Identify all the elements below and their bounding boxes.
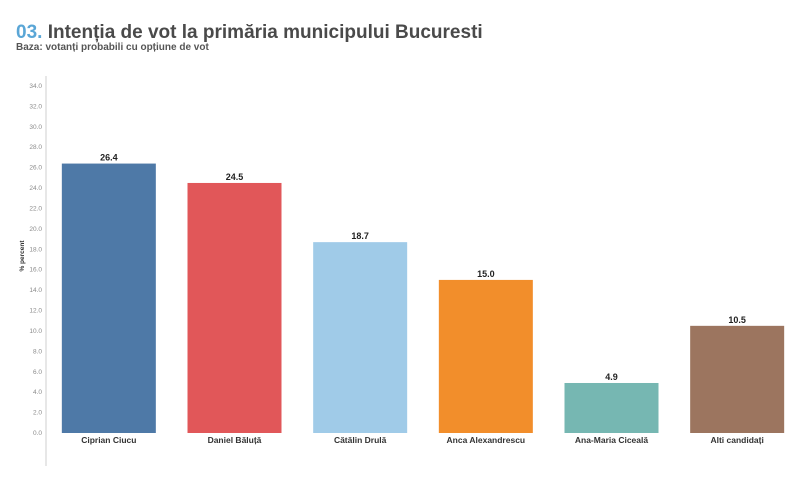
- chart-title-text: Intenția de vot la primăria municipului …: [47, 22, 483, 43]
- x-category-label: Daniel Băluță: [208, 435, 262, 445]
- y-tick-label: 14.0: [29, 287, 42, 294]
- bar-value-label: 4.9: [605, 372, 618, 382]
- y-tick-label: 30.0: [29, 124, 42, 131]
- x-category-label: Anca Alexandrescu: [447, 435, 526, 445]
- y-tick-label: 34.0: [29, 83, 42, 90]
- x-category-label: Ciprian Ciucu: [81, 435, 136, 445]
- bar-value-label: 24.5: [226, 172, 244, 182]
- bar: [187, 182, 282, 433]
- y-axis-label: % percent: [19, 240, 26, 272]
- y-tick-label: 32.0: [29, 103, 42, 110]
- chart-title: 03. Intenția de vot la primăria municipu…: [16, 22, 483, 44]
- bar: [313, 242, 408, 433]
- y-tick-label: 28.0: [29, 144, 42, 151]
- y-tick-label: 18.0: [29, 246, 42, 253]
- y-tick-label: 24.0: [29, 185, 42, 192]
- y-tick-label: 22.0: [29, 205, 42, 212]
- y-tick-label: 6.0: [33, 369, 42, 376]
- bar-value-label: 26.4: [100, 153, 118, 163]
- y-axis-ticks: 0.0 2.0 4.0 6.0 8.0 10.0 12.0 14.0 16.0 18.0 20.0 2…: [29, 83, 42, 437]
- bar: [61, 163, 156, 434]
- y-tick-label: 0.0: [33, 430, 42, 437]
- y-tick-label: 16.0: [29, 267, 42, 274]
- bars: 26.4 Ciprian Ciucu 24.5 Daniel Băluță 18.7 Că…: [61, 153, 785, 445]
- y-tick-label: 8.0: [33, 348, 42, 355]
- bar-value-label: 18.7: [351, 231, 369, 241]
- y-tick-label: 4.0: [33, 389, 42, 396]
- y-tick-label: 12.0: [29, 308, 42, 315]
- chart-number: 03.: [16, 22, 43, 43]
- x-category-label: Alti candidați: [710, 435, 763, 445]
- bar-value-label: 15.0: [477, 269, 495, 279]
- y-tick-label: 20.0: [29, 226, 42, 233]
- x-category-label: Cătălin Drulă: [334, 435, 387, 445]
- bar: [564, 382, 659, 433]
- bar: [438, 279, 533, 433]
- bar: [690, 325, 785, 433]
- x-category-label: Ana-Maria Ciceală: [575, 435, 648, 445]
- y-tick-label: 10.0: [29, 328, 42, 335]
- chart-subtitle: Baza: votanți probabili cu opțiune de vo…: [16, 42, 209, 53]
- y-tick-label: 2.0: [33, 410, 42, 417]
- bar-value-label: 10.5: [728, 315, 746, 325]
- y-tick-label: 26.0: [29, 165, 42, 172]
